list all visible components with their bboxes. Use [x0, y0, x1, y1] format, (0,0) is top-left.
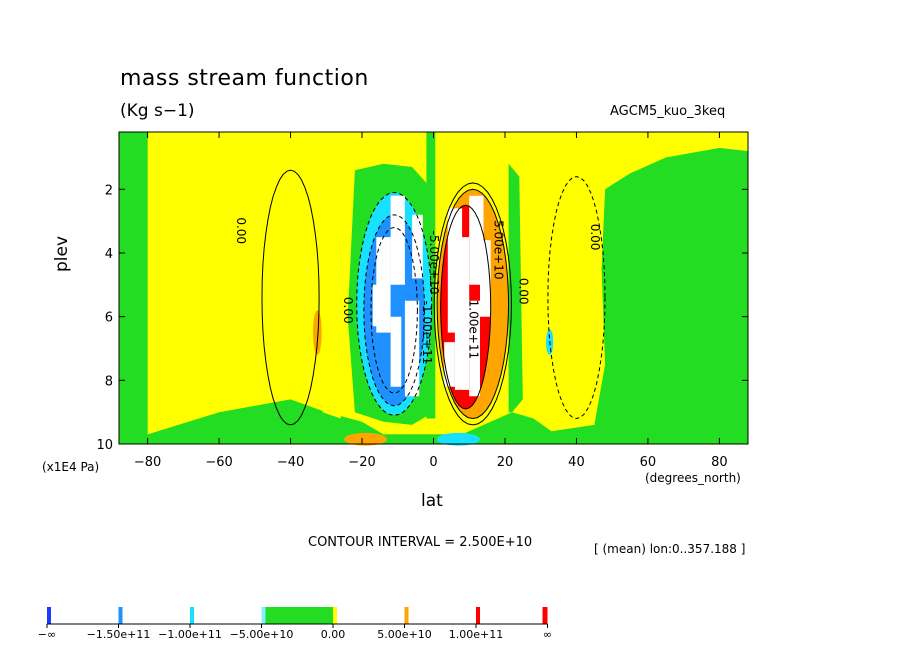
x-axis: −80 −60 −40 −20 0 20 40 60 80 — [134, 132, 728, 470]
yellow-north-band — [512, 157, 631, 425]
colorbar-edge — [47, 607, 51, 624]
chart-title: mass stream function — [120, 66, 369, 91]
cell-neg-extreme-4 — [372, 284, 384, 327]
green-north-strip — [508, 163, 523, 413]
x-tick-label: 40 — [568, 455, 585, 470]
y-axis-unit: (x1E4 Pa) — [42, 460, 100, 474]
contour-label: -5.00e+10 — [427, 231, 441, 295]
x-tick-label: 0 — [429, 455, 437, 470]
x-tick-label: −80 — [134, 455, 161, 470]
colorbar-label: −5.00e+10 — [229, 628, 294, 641]
contour-line-3 — [433, 182, 512, 426]
colorbar-segment — [261, 607, 333, 624]
contour-line-4 — [436, 188, 510, 420]
contour-lines — [261, 169, 606, 426]
y-tick-label: 2 — [105, 183, 113, 198]
colorbar-segment — [47, 607, 119, 624]
colorbar-label: 1.00e+11 — [448, 628, 504, 641]
y-tick-label: 10 — [96, 438, 113, 453]
contour-label: -1.00e+11 — [420, 301, 434, 365]
surface-pos-patch — [344, 432, 387, 446]
contour-line-6 — [261, 169, 320, 426]
colorbar-edge — [190, 607, 194, 624]
y-axis-label: plev — [52, 235, 72, 272]
green-south-pole — [119, 132, 148, 435]
contour-label: 1.00e+11 — [466, 300, 480, 359]
colorbar-label: 0.00 — [320, 628, 346, 641]
colorbar-edge — [404, 607, 409, 624]
cell-neg-extreme-1 — [390, 195, 405, 285]
cell-pos-extreme-3 — [469, 300, 480, 397]
colorbar-label: −1.00e+11 — [158, 628, 222, 641]
colorbar-edge — [333, 607, 337, 624]
contour-line-1 — [363, 214, 426, 407]
contour-label: 0.00 — [516, 278, 530, 305]
contour-label: 5.00e+10 — [491, 220, 505, 279]
contour-line-5 — [440, 204, 492, 410]
y-axis: 2 4 6 8 10 — [96, 183, 748, 453]
colorbar-edge — [542, 607, 548, 624]
contour-line-0 — [356, 191, 433, 416]
y-tick-label: 8 — [105, 374, 113, 389]
contour-labels: 0.00 0.00 -1.00e+11 -5.00e+10 1.00e+11 5.00e+… — [234, 217, 602, 364]
colorbar-segment — [476, 607, 548, 624]
yellow-south-band — [226, 147, 355, 419]
colorbar-edge — [261, 607, 266, 624]
contour-label: 0.00 — [588, 224, 602, 251]
colorbar-label: −∞ — [37, 628, 57, 641]
contour-label: 0.00 — [234, 217, 248, 244]
y-tick-label: 4 — [105, 247, 113, 262]
x-axis-unit: (degrees_north) — [645, 471, 741, 485]
x-tick-label: 80 — [711, 455, 728, 470]
colorbar-label: ∞ — [542, 628, 553, 641]
x-tick-label: −40 — [277, 455, 304, 470]
small-green-north — [724, 198, 729, 231]
cell-neg-extreme-3 — [404, 300, 420, 397]
contour-label: 0.00 — [341, 297, 355, 324]
cell-pos-extreme-1 — [454, 237, 470, 390]
chart-units: (Kg s−1) — [120, 101, 195, 121]
contour-line-7 — [547, 176, 606, 420]
colorbar-segment — [190, 607, 262, 624]
x-tick-label: −20 — [348, 455, 375, 470]
contour-interval-text: CONTOUR INTERVAL = 2.500E+10 — [308, 535, 533, 550]
cell-pos-extreme-2 — [469, 195, 484, 285]
colorbar-edge — [476, 607, 480, 624]
colorbar-label: −1.50e+11 — [86, 628, 151, 641]
colorbar-label: 5.00e+10 — [377, 628, 432, 641]
y-tick-label: 6 — [105, 311, 113, 326]
shaded-field — [119, 132, 749, 446]
x-tick-label: −60 — [205, 455, 232, 470]
x-axis-label: lat — [421, 491, 443, 511]
colorbar-edge — [118, 607, 123, 624]
x-tick-label: 20 — [497, 455, 514, 470]
colorbar — [46, 607, 548, 628]
x-tick-label: 60 — [640, 455, 657, 470]
mean-note: [ (mean) lon:0..357.188 ] — [594, 542, 746, 556]
surface-neg-patch — [437, 432, 480, 446]
colorbar-segment — [404, 607, 476, 624]
dataset-name: AGCM5_kuo_3keq — [610, 104, 726, 119]
small-pos-south — [313, 310, 322, 355]
colorbar-segment — [118, 607, 190, 624]
contour-line-2 — [370, 226, 418, 394]
cell-neg-extreme-2 — [390, 316, 402, 387]
colorbar-segment — [333, 607, 405, 624]
cell-pos-extreme-4 — [480, 240, 491, 317]
